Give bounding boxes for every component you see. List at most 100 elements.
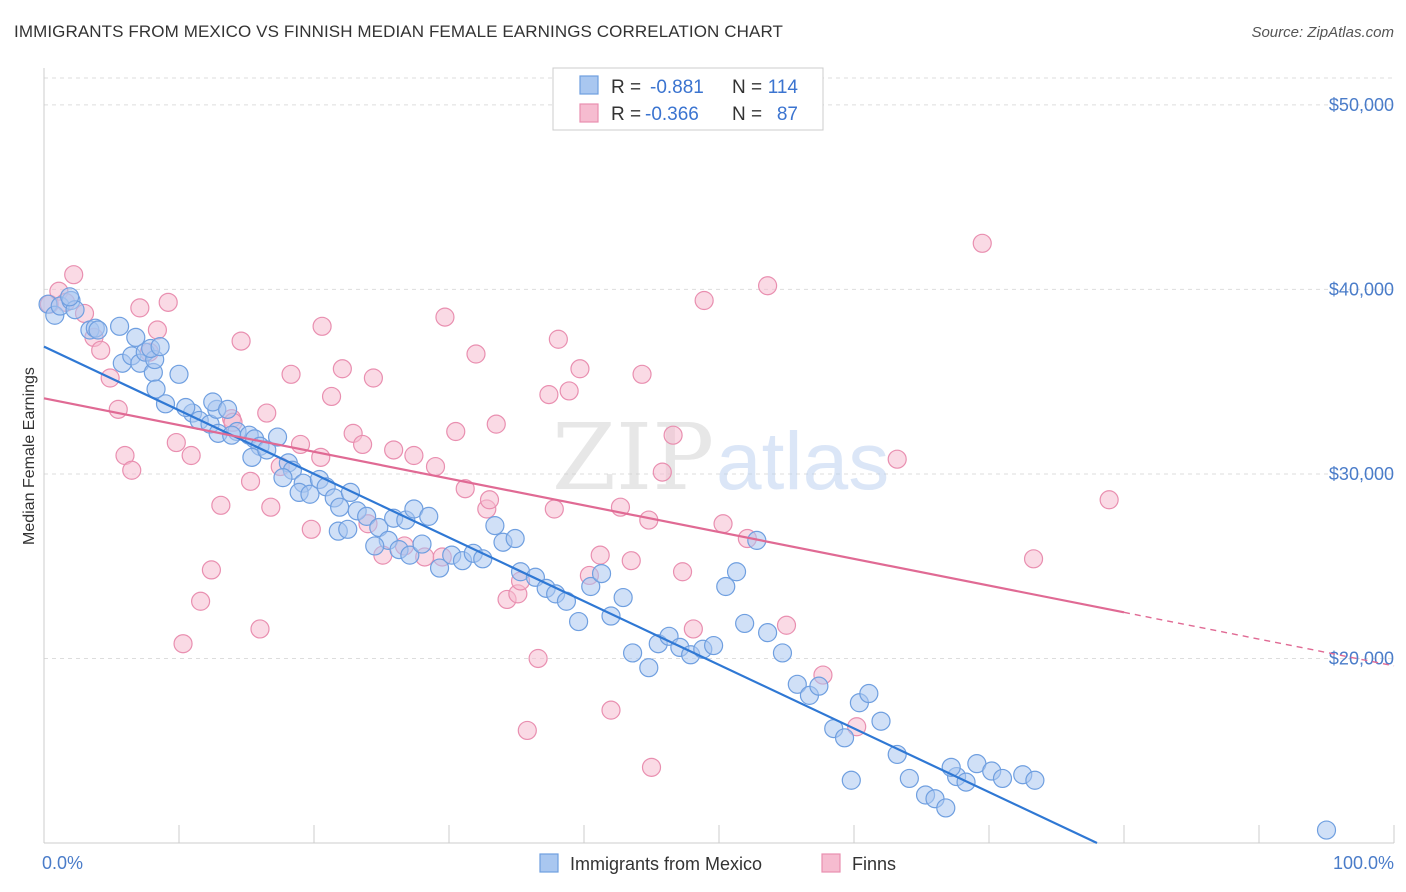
- mexico-point: [146, 379, 166, 399]
- mexico-trend-line: [43, 345, 1098, 844]
- finns-point: [353, 434, 373, 455]
- watermark-atlas: atlas: [716, 416, 889, 507]
- mexico-point: [340, 482, 361, 503]
- y-axis-title: Median Female Earnings: [21, 367, 38, 545]
- finns-point: [632, 364, 652, 384]
- finns-point: [250, 619, 270, 639]
- finns-point: [301, 519, 321, 539]
- finns-point: [466, 344, 486, 364]
- mexico-point: [400, 545, 420, 565]
- finns-point: [590, 545, 610, 565]
- finns-point: [201, 560, 221, 580]
- finns-point: [384, 440, 404, 460]
- y-tick-label: $40,000: [1329, 279, 1394, 299]
- mexico-point: [357, 506, 377, 526]
- top-legend: R = -0.881 N = 114 R = -0.366 N = 87: [552, 67, 824, 131]
- mexico-point: [267, 427, 288, 447]
- finns-point: [122, 460, 142, 480]
- mexico-point: [169, 364, 189, 384]
- finns-point: [211, 495, 231, 515]
- mexico-point: [703, 635, 724, 656]
- finns-point: [281, 364, 301, 384]
- finns-point: [321, 386, 342, 407]
- y-tick-labels: $20,000 $30,000 $40,000 $50,000: [1329, 95, 1394, 669]
- finns-point: [425, 456, 446, 477]
- finns-point: [158, 292, 178, 312]
- mexico-point: [568, 611, 589, 632]
- mexico-point: [581, 576, 601, 597]
- mexico-point: [273, 468, 293, 488]
- legend-r-label-mexico: R =: [611, 77, 641, 98]
- finns-point: [713, 514, 733, 534]
- mexico-point: [622, 643, 643, 663]
- legend-r-value-mexico: -0.881: [650, 77, 704, 98]
- finns-point: [641, 757, 662, 777]
- finns-point: [64, 265, 84, 285]
- finns-point: [601, 700, 621, 720]
- finns-point: [887, 449, 907, 469]
- bottom-legend-label-mexico: Immigrants from Mexico: [570, 854, 762, 874]
- finns-point: [435, 307, 455, 327]
- y-tick-label: $50,000: [1329, 95, 1394, 115]
- source-label: Source: ZipAtlas.com: [1251, 24, 1394, 41]
- finns-point: [539, 385, 559, 405]
- finns-point: [621, 551, 641, 571]
- finns-point: [1099, 490, 1119, 510]
- mexico-point: [365, 536, 385, 556]
- finns-point: [1023, 549, 1044, 569]
- finns-point: [261, 497, 281, 517]
- mexico-point: [412, 534, 432, 554]
- legend-n-value-finns: 87: [777, 104, 798, 125]
- watermark: ZIP atlas: [552, 404, 889, 511]
- chart-title: IMMIGRANTS FROM MEXICO VS FINNISH MEDIAN…: [14, 22, 784, 41]
- finns-point: [694, 290, 714, 311]
- finns-point: [972, 233, 992, 253]
- finns-point: [240, 471, 261, 491]
- series-immigrants-from-mexico: [38, 287, 1337, 840]
- mexico-point: [613, 587, 633, 608]
- x-tick-label-min: 0.0%: [42, 853, 83, 873]
- mexico-point: [150, 337, 170, 357]
- watermark-zip: ZIP: [552, 404, 714, 511]
- finns-point: [776, 615, 797, 635]
- mexico-point: [787, 674, 807, 694]
- mexico-point: [60, 287, 80, 307]
- finns-point: [446, 421, 466, 442]
- mexico-point: [485, 516, 505, 536]
- mexico-point: [429, 558, 450, 578]
- finns-point: [147, 320, 167, 340]
- finns-point: [652, 462, 672, 482]
- finns-point: [108, 399, 128, 419]
- mexico-point: [505, 528, 525, 549]
- mexico-point: [735, 613, 755, 634]
- finns-point: [517, 720, 537, 741]
- finns-trend-line: [43, 397, 1125, 614]
- bottom-legend-label-finns: Finns: [852, 854, 896, 874]
- mexico-point: [936, 798, 956, 818]
- finns-point: [181, 445, 201, 466]
- bottom-legend-swatch-finns: [821, 853, 841, 873]
- mexico-point: [1316, 820, 1337, 840]
- finns-point: [570, 359, 590, 379]
- mexico-point: [726, 562, 747, 582]
- mexico-point: [591, 563, 612, 584]
- mexico-point: [716, 576, 736, 597]
- mexico-point: [834, 728, 855, 748]
- finns-point: [257, 403, 277, 423]
- finns-point: [757, 276, 778, 296]
- bottom-legend-swatch-mexico: [539, 853, 559, 873]
- x-axis-ticks: [43, 825, 1395, 843]
- mexico-point: [757, 623, 778, 643]
- finns-point: [683, 619, 703, 639]
- mexico-point: [809, 676, 829, 696]
- mexico-point: [772, 643, 793, 663]
- finns-point: [91, 340, 111, 360]
- mexico-point: [871, 711, 891, 731]
- mexico-point: [841, 770, 861, 790]
- finns-point: [455, 479, 475, 499]
- mexico-point: [1025, 770, 1045, 790]
- legend-n-label-finns: N =: [732, 104, 762, 125]
- mexico-point: [300, 484, 320, 504]
- legend-n-label-mexico: N =: [732, 77, 762, 98]
